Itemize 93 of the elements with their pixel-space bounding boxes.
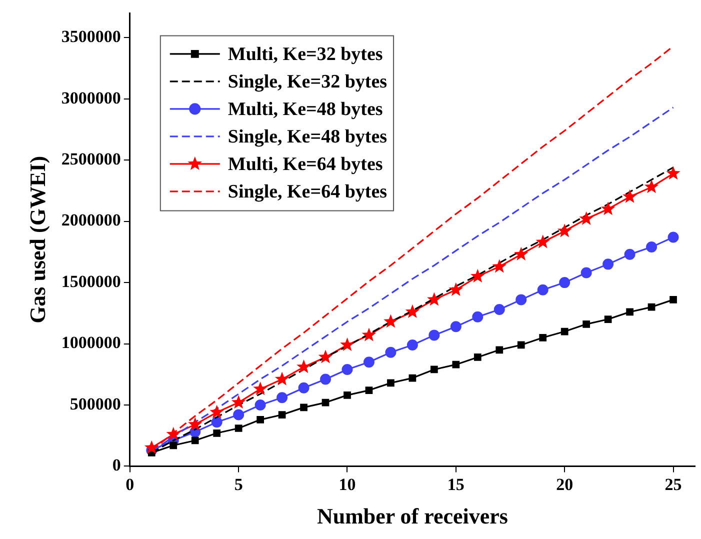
point	[166, 426, 180, 440]
point	[254, 399, 266, 410]
x-tick-label: 10	[338, 474, 356, 494]
y-tick-label: 1000000	[61, 333, 121, 352]
point	[322, 398, 330, 406]
y-tick-label: 3000000	[61, 88, 121, 108]
point	[274, 372, 290, 386]
point	[253, 382, 268, 396]
legend-label: Single, Ke=48 bytes	[228, 126, 388, 148]
point	[385, 346, 396, 358]
point	[296, 360, 311, 374]
x-tick-label: 25	[664, 474, 682, 494]
point	[234, 424, 242, 432]
legend-label: Multi, Ke=48 bytes	[228, 98, 383, 120]
point	[342, 364, 353, 375]
point	[626, 308, 634, 316]
point	[648, 303, 656, 311]
point	[474, 354, 482, 361]
y-tick-label: 2000000	[61, 210, 121, 230]
point	[430, 366, 438, 374]
point	[213, 429, 221, 437]
point	[191, 436, 199, 444]
point	[517, 341, 525, 349]
x-tick-label: 0	[126, 474, 134, 494]
point	[170, 442, 178, 450]
point	[448, 282, 464, 296]
point	[144, 440, 159, 454]
point	[365, 386, 373, 394]
y-tick-label: 0	[112, 456, 121, 475]
point	[580, 267, 592, 278]
point	[300, 404, 308, 412]
point	[408, 374, 416, 382]
point	[428, 330, 440, 341]
legend-label: Single, Ke=32 bytes	[228, 71, 388, 92]
legend-label: Multi, Ke=32 bytes	[228, 44, 383, 65]
point	[537, 284, 548, 296]
x-axis-title: Number of receivers	[316, 503, 508, 528]
point	[344, 392, 351, 399]
point	[496, 346, 504, 354]
point	[384, 314, 398, 328]
legend-label: Single, Ke=64 bytes	[228, 181, 388, 202]
point	[666, 166, 680, 180]
point	[536, 234, 550, 248]
point	[320, 374, 332, 385]
point	[387, 379, 394, 387]
point	[231, 395, 246, 409]
point	[624, 248, 636, 260]
y-tick-label: 1500000	[61, 272, 121, 291]
x-tick-label: 15	[447, 474, 464, 494]
point	[233, 409, 244, 420]
y-tick-label: 3500000	[61, 27, 121, 46]
point	[427, 292, 442, 306]
point	[539, 334, 547, 342]
point	[298, 382, 310, 394]
point	[492, 259, 507, 273]
point	[514, 246, 528, 260]
point	[405, 304, 420, 318]
point	[600, 202, 616, 216]
point	[210, 404, 224, 418]
point	[278, 411, 286, 418]
legend-label: Multi, Ke=64 bytes	[228, 154, 383, 175]
y-tick-label: 500000	[70, 394, 121, 414]
point	[211, 416, 222, 428]
point	[644, 180, 659, 194]
point	[362, 328, 376, 342]
point	[560, 328, 568, 336]
point	[646, 242, 658, 253]
point	[188, 417, 202, 431]
x-tick-label: 20	[556, 474, 574, 494]
point	[602, 258, 614, 270]
point	[622, 189, 637, 203]
point	[256, 416, 264, 424]
point	[276, 392, 288, 404]
point	[579, 211, 594, 225]
point	[668, 232, 679, 243]
point	[582, 320, 590, 328]
point	[450, 321, 462, 332]
y-axis-title: Gas used (GWEI)	[24, 156, 50, 324]
point	[472, 311, 484, 322]
y-tick-label: 2500000	[61, 150, 121, 169]
x-tick-label: 5	[234, 474, 243, 494]
point	[318, 350, 333, 364]
point	[559, 277, 570, 288]
point	[452, 360, 460, 368]
point	[670, 296, 677, 304]
point	[406, 339, 418, 350]
point	[363, 356, 374, 368]
point	[470, 268, 485, 282]
point	[516, 294, 527, 306]
point	[494, 304, 505, 315]
point	[340, 337, 354, 352]
point	[604, 316, 612, 323]
point	[557, 224, 572, 238]
